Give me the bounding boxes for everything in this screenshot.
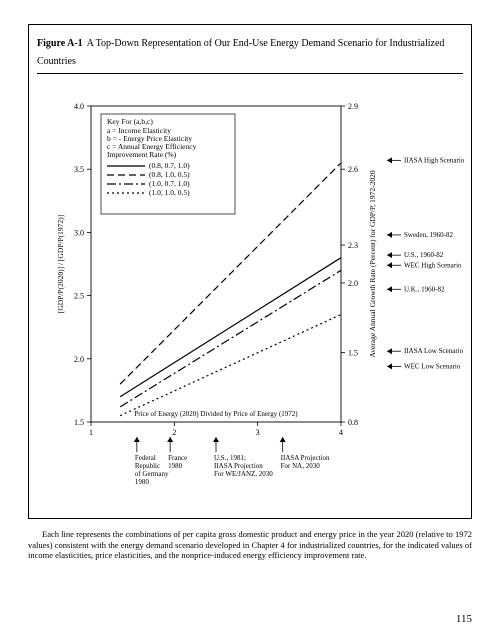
svg-text:3.0: 3.0 [74, 228, 84, 237]
svg-text:(1.0, 1.0, 0.5): (1.0, 1.0, 0.5) [149, 188, 190, 197]
svg-text:1: 1 [89, 428, 93, 437]
svg-text:0.8: 0.8 [348, 418, 358, 427]
svg-text:Improvement Rate (%): Improvement Rate (%) [107, 150, 177, 159]
svg-text:3: 3 [256, 428, 260, 437]
figure-frame: Figure A-1 A Top-Down Representation of … [28, 24, 472, 519]
svg-text:For WE/JANZ, 2030: For WE/JANZ, 2030 [214, 470, 273, 478]
svg-text:(0.8, 0.7, 1.0): (0.8, 0.7, 1.0) [149, 161, 190, 170]
svg-text:Price of Energy (2020) Divided: Price of Energy (2020) Divided by Price … [134, 410, 298, 418]
svg-text:WEC High Scenario: WEC High Scenario [404, 261, 462, 269]
svg-text:For NA, 2030: For NA, 2030 [281, 462, 321, 470]
svg-text:Republic: Republic [135, 462, 160, 470]
svg-text:IIASA Low Scenario: IIASA Low Scenario [404, 347, 464, 355]
svg-text:3.5: 3.5 [74, 165, 84, 174]
svg-text:2.6: 2.6 [348, 165, 358, 174]
svg-text:WEC Low Scenario: WEC Low Scenario [404, 362, 461, 370]
figure-caption: Each line represents the combinations of… [28, 529, 472, 561]
svg-text:[GDP/P(2020)] / [GDP/P(1972)]: [GDP/P(2020)] / [GDP/P(1972)] [56, 215, 65, 313]
svg-text:U.S., 1960-82: U.S., 1960-82 [404, 251, 444, 259]
svg-text:1.5: 1.5 [348, 348, 358, 357]
page: Figure A-1 A Top-Down Representation of … [0, 0, 500, 637]
figure-title-block: Figure A-1 A Top-Down Representation of … [37, 33, 463, 74]
svg-text:(1.0, 0.7, 1.0): (1.0, 0.7, 1.0) [149, 179, 190, 188]
svg-text:IIASA Projection: IIASA Projection [281, 454, 330, 462]
svg-text:of Germany: of Germany [135, 470, 169, 478]
figure-title-text: A Top-Down Representation of Our End-Use… [37, 38, 444, 67]
figure-caption-text: Each line represents the combinations of… [28, 529, 472, 560]
svg-text:U.S., 1981;: U.S., 1981; [214, 454, 246, 462]
svg-text:Average Annual Growth Rate (Pe: Average Annual Growth Rate (Percent) for… [368, 170, 377, 358]
svg-text:IIASA Projection: IIASA Projection [214, 462, 263, 470]
svg-text:2.9: 2.9 [348, 102, 358, 111]
svg-text:Key For (a,b,c): Key For (a,b,c) [107, 117, 153, 126]
chart-container: 1.5 2.0 2.5 3.0 3.5 4.0 1 2 3 4 0.8 1.5 2.0 2.3 2.6 2.9… [37, 76, 463, 512]
svg-text:2.3: 2.3 [348, 241, 358, 250]
svg-text:U.K., 1960-82: U.K., 1960-82 [404, 285, 445, 293]
svg-text:1980: 1980 [135, 478, 150, 486]
svg-text:4.0: 4.0 [74, 102, 84, 111]
svg-text:IIASA High Scenario: IIASA High Scenario [404, 156, 465, 164]
page-number: 115 [456, 613, 472, 625]
svg-text:France: France [168, 454, 187, 462]
svg-text:2.5: 2.5 [74, 292, 84, 301]
svg-text:2.0: 2.0 [74, 355, 84, 364]
svg-text:1.5: 1.5 [74, 418, 84, 427]
chart-svg: 1.5 2.0 2.5 3.0 3.5 4.0 1 2 3 4 0.8 1.5 2.0 2.3 2.6 2.9… [45, 82, 465, 512]
svg-text:2.0: 2.0 [348, 279, 358, 288]
svg-text:Federal: Federal [135, 454, 156, 462]
svg-text:4: 4 [339, 428, 343, 437]
svg-text:(0.8, 1.0, 0.5): (0.8, 1.0, 0.5) [149, 170, 190, 179]
svg-text:Sweden, 1960-82: Sweden, 1960-82 [404, 231, 453, 239]
svg-text:1980: 1980 [168, 462, 183, 470]
figure-label: Figure A-1 [37, 38, 83, 49]
svg-text:2: 2 [172, 428, 176, 437]
